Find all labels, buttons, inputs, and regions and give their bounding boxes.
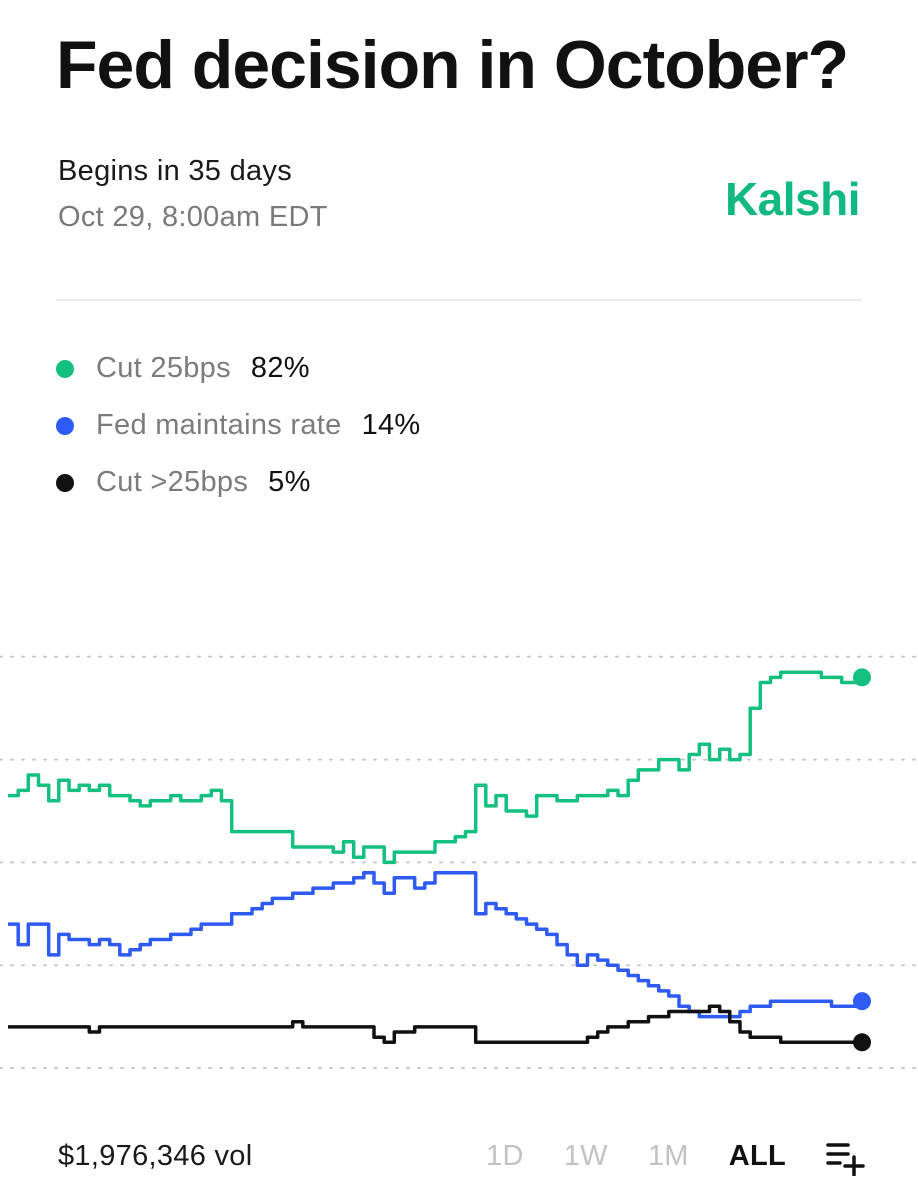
outcome-label: Fed maintains rate xyxy=(96,409,342,441)
time-range-tabs: 1D 1W 1M ALL xyxy=(446,1136,866,1176)
tab-1w[interactable]: 1W xyxy=(563,1139,608,1172)
header-divider xyxy=(56,299,862,301)
kalshi-logo[interactable]: Kalshi xyxy=(724,173,861,225)
chart-end-markers xyxy=(853,668,871,1052)
series-end-point-0 xyxy=(853,668,871,687)
trading-volume: $1,976,346 vol xyxy=(58,1140,253,1172)
green-dot-icon xyxy=(56,359,74,378)
market-title: Fed decision in October? xyxy=(56,27,849,103)
outcome-probability: 14% xyxy=(361,409,421,441)
tab-1m[interactable]: 1M xyxy=(647,1139,689,1172)
price-history-chart[interactable] xyxy=(0,530,918,1090)
tab-1d[interactable]: 1D xyxy=(486,1139,524,1172)
outcome-label: Cut >25bps xyxy=(96,466,249,498)
series-line-0 xyxy=(8,670,864,865)
blue-dot-icon xyxy=(56,416,74,435)
series-end-point-1 xyxy=(853,992,871,1011)
black-dot-icon xyxy=(56,473,74,492)
tab-all[interactable]: ALL xyxy=(728,1139,786,1172)
outcome-item-cut-over-25bps[interactable]: Cut >25bps 5% xyxy=(56,454,421,511)
series-line-1 xyxy=(8,870,864,1019)
outcome-item-cut-25bps[interactable]: Cut 25bps 82% xyxy=(56,340,421,397)
outcome-item-fed-maintains-rate[interactable]: Fed maintains rate 14% xyxy=(56,397,421,454)
series-line-2 xyxy=(8,1004,862,1045)
outcome-label: Cut 25bps xyxy=(96,352,231,384)
chart-gridlines xyxy=(0,655,918,1069)
series-end-point-2 xyxy=(853,1033,871,1052)
chart-series-lines xyxy=(8,670,864,1045)
outcome-probability: 5% xyxy=(268,466,311,498)
outcome-probability: 82% xyxy=(250,352,310,384)
begins-countdown: Begins in 35 days xyxy=(58,155,293,187)
list-add-icon[interactable] xyxy=(826,1136,866,1176)
outcome-legend: Cut 25bps 82% Fed maintains rate 14% Cut… xyxy=(56,340,421,511)
event-date: Oct 29, 8:00am EDT xyxy=(58,201,328,233)
